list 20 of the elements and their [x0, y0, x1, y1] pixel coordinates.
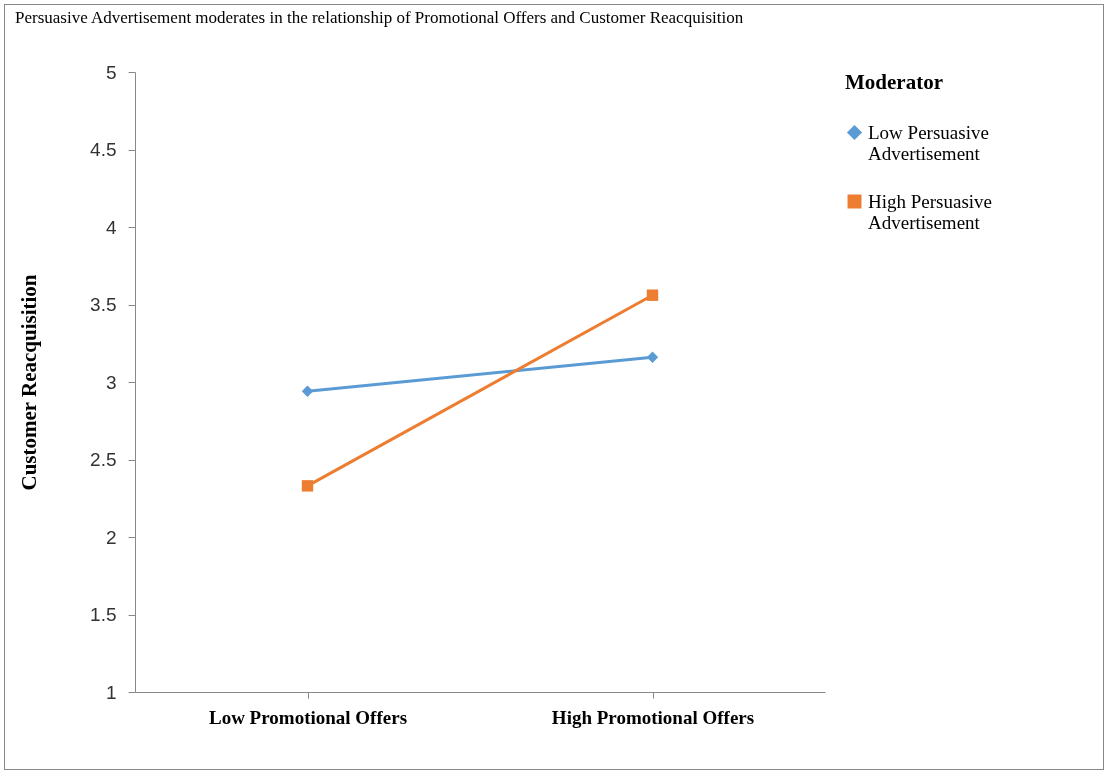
legend-label: Low Persuasive Advertisement: [868, 121, 989, 164]
y-tick-label: 3.5: [90, 294, 117, 315]
y-tick-label: 4: [105, 216, 117, 238]
y-tick-label: 2.5: [90, 449, 117, 470]
point: [646, 351, 659, 363]
x-tick-label: Low Promotional Offers: [208, 706, 408, 728]
point: [646, 289, 659, 301]
y-tick-label: 2: [105, 526, 117, 548]
y-tick-label: 1: [105, 681, 117, 703]
legend-label: High Persuasive Advertisement: [868, 190, 993, 233]
point: [301, 385, 314, 397]
legend-title: Moderator: [845, 70, 943, 94]
y-tick-label: 1.5: [90, 604, 117, 625]
point: [301, 480, 314, 492]
y-tick-label: 4.5: [90, 139, 117, 160]
x-tick-label: High Promotional Offers: [551, 706, 755, 728]
chart-title: Persuasive Advertisement moderates in the relationship of Promotional Offers and Customer Reacquisition: [15, 8, 744, 27]
y-axis-title: Customer Reacquisition: [17, 274, 42, 491]
y-tick-label: 5: [105, 61, 117, 83]
y-tick-label: 3: [105, 371, 117, 393]
